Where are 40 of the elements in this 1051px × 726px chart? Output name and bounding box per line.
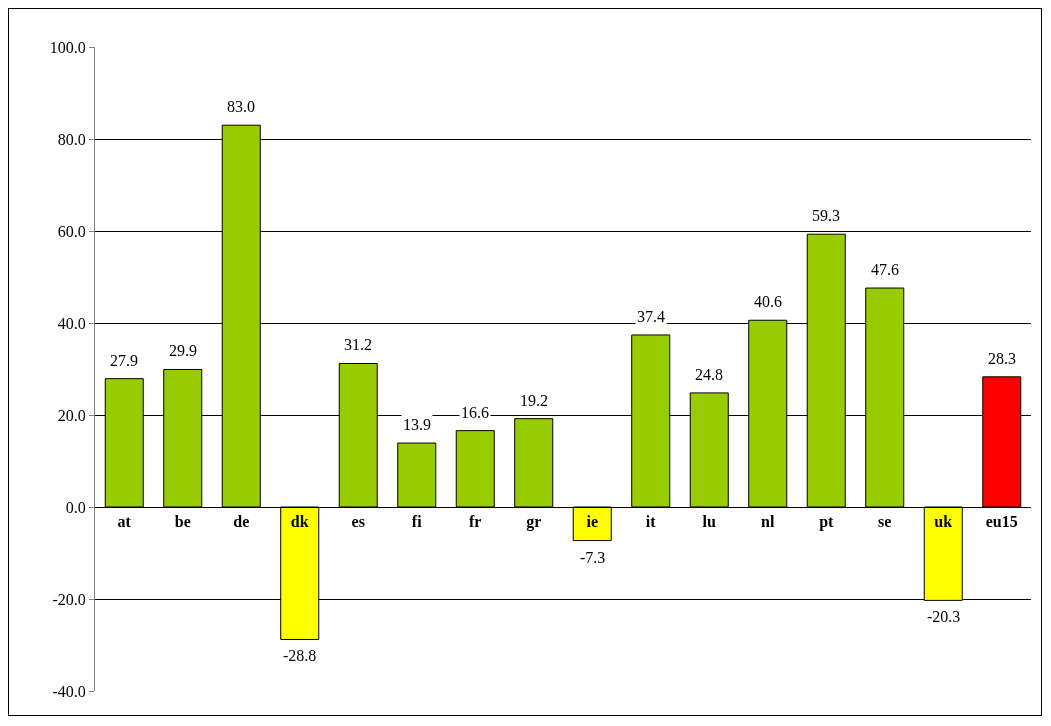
x-tick-label: fr — [469, 513, 482, 531]
x-tick-label: fi — [411, 513, 423, 531]
data-label: 19.2 — [520, 392, 548, 409]
x-tick-label: uk — [934, 513, 953, 531]
x-tick-label: it — [645, 513, 657, 531]
data-label: 47.6 — [871, 261, 899, 278]
data-label: 16.6 — [461, 404, 489, 421]
data-label: 83.0 — [227, 98, 255, 115]
data-label: 29.9 — [169, 342, 197, 359]
x-tick-label: eu15 — [985, 513, 1018, 531]
data-label: -28.8 — [283, 647, 317, 664]
y-tick-label: -40.0 — [52, 682, 86, 700]
x-tick-label: dk — [290, 513, 309, 531]
data-label: 37.4 — [637, 308, 665, 325]
y-tick-label: 100.0 — [49, 38, 86, 56]
y-tick-label: 80.0 — [57, 130, 86, 148]
x-tick-label: lu — [702, 513, 717, 531]
x-tick-label: gr — [526, 513, 542, 532]
data-label: 27.9 — [110, 352, 138, 369]
data-label: 28.3 — [988, 350, 1016, 367]
data-label: 40.6 — [754, 293, 782, 310]
data-label: -20.3 — [927, 608, 961, 625]
x-tick-label: at — [117, 513, 132, 531]
x-tick-label: se — [878, 513, 892, 531]
x-tick-label: nl — [761, 513, 775, 531]
data-label: 31.2 — [344, 336, 372, 353]
y-tick-label: -20.0 — [52, 590, 86, 608]
x-tick-label: pt — [819, 513, 835, 532]
x-tick-label: de — [233, 513, 250, 531]
data-label: -7.3 — [580, 549, 606, 566]
data-label: 24.8 — [695, 366, 723, 383]
y-tick-label: 0.0 — [65, 498, 86, 516]
x-tick-label: be — [174, 513, 191, 531]
y-tick-label: 60.0 — [57, 222, 86, 240]
data-label: 59.3 — [812, 207, 840, 224]
data-label: 13.9 — [403, 416, 431, 433]
y-tick-label: 40.0 — [57, 314, 86, 332]
y-tick-label: 20.0 — [57, 406, 86, 424]
x-tick-label: es — [351, 513, 365, 531]
x-tick-label: ie — [586, 513, 599, 531]
